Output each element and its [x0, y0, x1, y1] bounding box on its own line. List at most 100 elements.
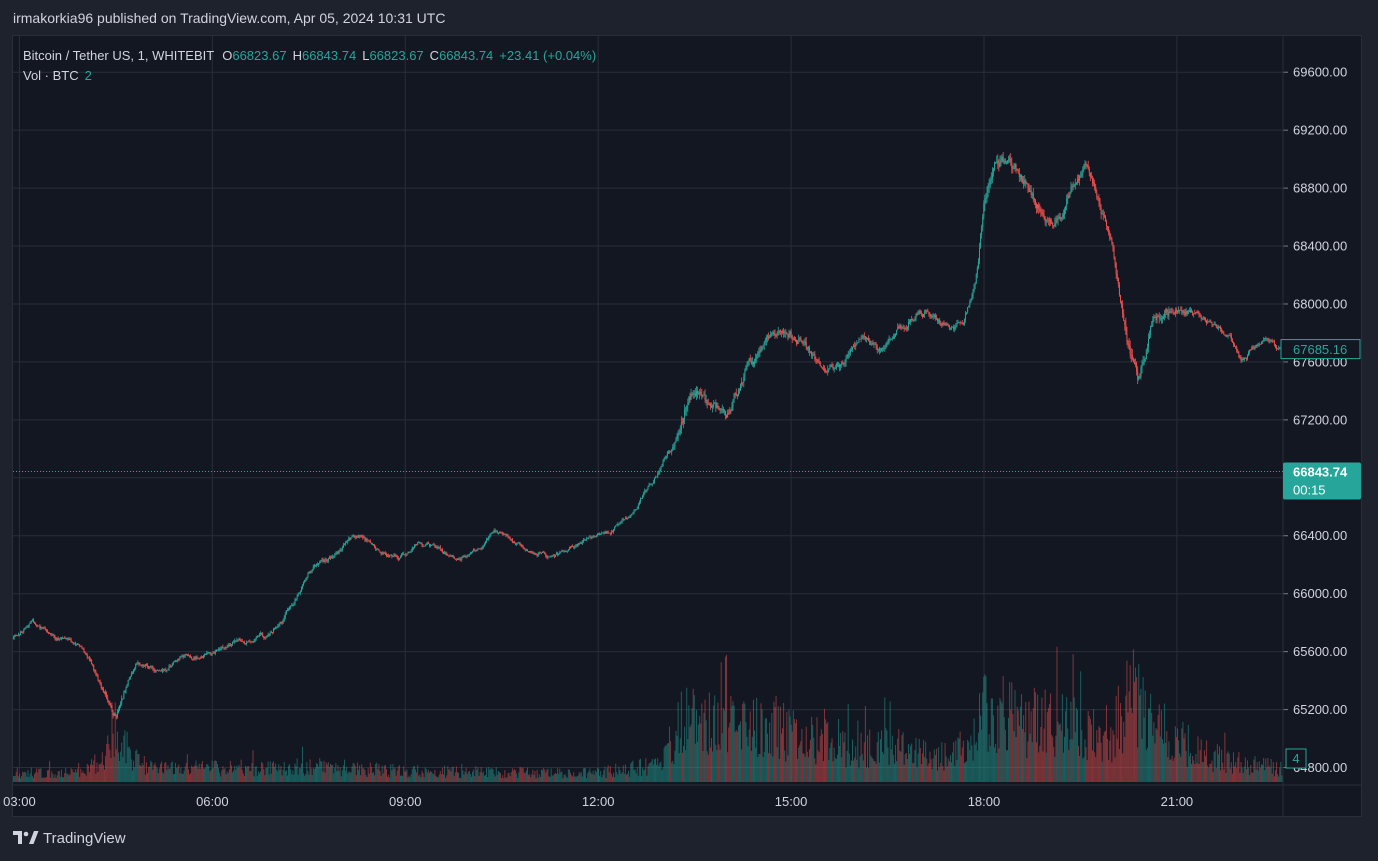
volume-bar — [975, 741, 977, 782]
candle-body — [835, 363, 837, 369]
volume-bar — [265, 767, 267, 782]
volume-bar — [928, 763, 930, 782]
candle-body — [222, 646, 224, 648]
volume-bar — [34, 773, 36, 782]
candle-body — [635, 509, 637, 511]
volume-bar — [472, 771, 474, 782]
candle-body — [370, 542, 372, 545]
volume-bar — [1065, 711, 1067, 782]
volume-bar — [290, 769, 292, 782]
volume-bar — [769, 722, 771, 782]
volume-bar — [794, 723, 796, 782]
candle-body — [814, 354, 816, 359]
candle-body — [551, 556, 553, 557]
volume-bar — [483, 775, 485, 782]
last-price-tag[interactable] — [1283, 462, 1361, 500]
volume-bar — [263, 769, 265, 782]
volume-bar — [848, 753, 850, 782]
candle-body — [402, 553, 404, 555]
volume-bar — [48, 769, 50, 782]
candle-body — [1020, 175, 1022, 180]
volume-bar — [58, 771, 60, 782]
volume-bar — [384, 765, 386, 782]
volume-bar — [1169, 759, 1171, 782]
volume-bar — [727, 752, 729, 782]
candle-body — [617, 524, 619, 525]
volume-bar — [871, 757, 873, 782]
candle-body — [275, 627, 277, 629]
volume-bar — [746, 736, 748, 782]
volume-bar — [74, 769, 76, 782]
candle-body — [1078, 178, 1080, 181]
candle-body — [732, 399, 734, 406]
volume-bar — [72, 772, 74, 782]
candle-body — [446, 553, 448, 555]
legend-volume-label[interactable]: Vol · BTC — [23, 68, 79, 83]
volume-bar — [303, 772, 305, 782]
volume-bar — [959, 731, 961, 782]
candle-body — [395, 555, 397, 557]
candle-body — [608, 532, 610, 534]
volume-bar — [31, 775, 33, 782]
volume-bar — [737, 725, 739, 782]
candle-body — [268, 634, 270, 636]
volume-bar — [1011, 682, 1013, 782]
volume-bar — [264, 775, 266, 782]
candle-body — [403, 553, 405, 555]
candle-body — [1140, 368, 1142, 377]
volume-value-tag[interactable] — [1285, 748, 1307, 769]
candle-body — [462, 556, 464, 558]
candle-body — [704, 394, 706, 400]
candle-body — [678, 432, 680, 435]
volume-bar — [873, 760, 875, 782]
candle-body — [189, 655, 191, 657]
volume-bar — [486, 767, 488, 782]
candle-body — [100, 684, 102, 689]
candle-body — [427, 542, 429, 544]
candle-body — [1041, 211, 1043, 214]
volume-bar — [1115, 696, 1117, 782]
volume-bar — [1114, 757, 1116, 782]
candle-body — [366, 538, 368, 541]
volume-bar — [743, 701, 745, 782]
candle-body — [1194, 313, 1196, 315]
legend-high-value: 66843.74 — [301, 48, 357, 63]
candle-body — [234, 640, 236, 643]
candle-body — [180, 656, 182, 659]
candle-body — [829, 365, 831, 369]
legend-symbol[interactable]: Bitcoin / Tether US, 1, WHITEBIT — [23, 48, 215, 63]
candle-body — [978, 248, 980, 262]
volume-bar — [537, 777, 539, 782]
candle-body — [955, 326, 957, 328]
candle-body — [119, 705, 121, 710]
footer-brand[interactable]: TradingView — [13, 829, 126, 847]
candle-body — [517, 543, 519, 545]
candle-body — [847, 354, 849, 358]
candle-body — [46, 631, 48, 633]
volume-bar — [783, 702, 785, 782]
candle-body — [1278, 347, 1280, 349]
volume-bar — [1110, 727, 1112, 782]
volume-bar — [802, 753, 804, 782]
candle-body — [1003, 160, 1005, 162]
volume-bar — [1112, 730, 1114, 782]
volume-bar — [1269, 767, 1271, 782]
candle-body — [383, 553, 385, 554]
candle-body — [318, 563, 320, 566]
candle-body — [869, 340, 871, 345]
volume-bar — [379, 770, 381, 782]
volume-bar — [39, 769, 41, 782]
volume-bar — [100, 762, 102, 782]
candle-body — [388, 555, 390, 557]
candle-body — [1103, 215, 1105, 217]
candle-body — [1053, 225, 1055, 227]
marker-price-tag[interactable] — [1280, 339, 1361, 360]
candle-body — [224, 647, 226, 649]
volume-bar — [948, 761, 950, 782]
volume-bar — [1135, 667, 1137, 782]
candle-body — [453, 557, 455, 559]
volume-bar — [353, 763, 355, 782]
volume-bar — [443, 774, 445, 782]
volume-bar — [891, 735, 893, 782]
